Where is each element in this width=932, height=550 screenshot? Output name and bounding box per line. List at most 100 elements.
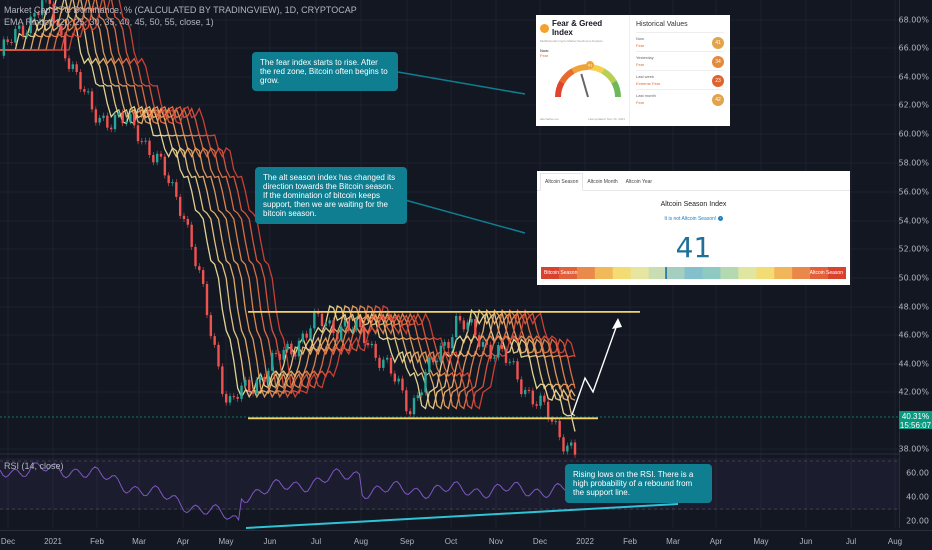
fear-greed-gauge: 41 — [555, 61, 621, 98]
symbol-legend[interactable]: Market Cap BTC Dominance, % (CALCULATED … — [4, 5, 357, 15]
candle-body — [512, 361, 515, 363]
candle-body — [221, 366, 224, 394]
candle-body — [351, 329, 354, 331]
candle-body — [309, 328, 312, 338]
candle-body — [493, 357, 496, 359]
gauge-segment — [555, 80, 565, 98]
candle-body — [171, 182, 174, 184]
fear-greed-panel: Fear & Greed Index Multifactorial Crypto… — [536, 15, 630, 126]
ema-ribbon-line — [0, 0, 576, 410]
scale-segment — [594, 267, 614, 279]
candle-body — [431, 357, 435, 362]
info-icon: i — [717, 216, 723, 222]
time-tick-label: May — [753, 537, 769, 546]
candle-body — [259, 376, 262, 381]
historical-value-row: Last week Extreme Fear 23 — [636, 70, 724, 89]
fear-greed-subtitle: Multifactorial Crypto Market Sentiment A… — [540, 39, 603, 43]
scale-segment — [828, 267, 846, 279]
candle-body — [37, 13, 40, 16]
gauge-segment — [571, 64, 589, 74]
scale-segment — [810, 267, 829, 279]
candle-body — [194, 246, 197, 267]
time-tick-label: 2021 — [44, 537, 62, 546]
time-tick-label: Jun — [263, 537, 277, 546]
candle-body — [136, 125, 140, 142]
candle-body — [385, 357, 389, 360]
candle-body — [159, 153, 163, 157]
altcoin-season-tab[interactable]: Altcoin Season — [540, 173, 584, 191]
candle-body — [29, 16, 32, 34]
rsi-legend[interactable]: RSI (14, close) — [4, 461, 64, 471]
price-tick-label: 60.00% — [898, 129, 929, 139]
rsi-band — [0, 458, 899, 510]
historical-value-sentiment: Extreme Fear — [636, 81, 661, 86]
time-tick-label: Feb — [90, 537, 104, 546]
altcoin-season-tabs: Altcoin Season Altcoin Month Altcoin Year — [537, 171, 850, 191]
time-tick-label: Apr — [709, 537, 723, 546]
candle-body — [550, 418, 554, 422]
historical-value-label: Last month — [636, 93, 656, 98]
scale-segment — [720, 267, 739, 279]
ema-ribbon-legend[interactable]: EMA Ribbon (20, 25, 30, 35, 40, 45, 50, … — [4, 17, 214, 27]
candle-body — [485, 341, 489, 345]
candle-body — [523, 389, 527, 395]
candle-body — [224, 393, 228, 403]
candle-body — [382, 359, 385, 368]
time-tick-label: Aug — [887, 537, 903, 546]
candle-body — [420, 392, 423, 396]
candle-body — [516, 361, 519, 380]
candle-body — [374, 343, 377, 358]
rsi-tick-label: 20.00 — [906, 516, 929, 526]
candle-body — [366, 343, 370, 346]
candle-body — [428, 357, 431, 373]
historical-value-score: 23 — [712, 75, 724, 87]
candle-body — [17, 25, 21, 29]
fear-greed-title: Fear & Greed Index — [540, 19, 625, 37]
scale-segment — [666, 267, 686, 279]
candle-body — [397, 378, 400, 382]
candle-body — [40, 0, 44, 16]
candle-body — [270, 352, 274, 371]
candle-body — [217, 344, 220, 367]
candle-body — [405, 390, 408, 412]
ema-ribbon-line — [0, 0, 576, 410]
candle-body — [25, 33, 29, 37]
altcoin-season-tab[interactable]: Altcoin Month — [587, 179, 618, 185]
price-axis[interactable]: 68.00% 66.00% 64.00% 62.00% 60.00% 58.00% 56.0… — [898, 0, 932, 528]
fear-greed-now-value: Fear — [540, 53, 549, 58]
altcoin-season-scale: Bitcoin Season Altcoin Season — [541, 267, 846, 279]
gauge-value-dot — [586, 61, 594, 69]
ema-ribbon-line — [0, 0, 576, 410]
candle-body — [86, 91, 90, 93]
candle-body — [290, 343, 293, 355]
candle-body — [424, 372, 427, 393]
historical-values-title: Historical Values — [636, 21, 688, 28]
historical-value-row: Yesterday Fear 34 — [636, 51, 724, 70]
candle-body — [393, 373, 397, 382]
candle-body — [175, 182, 178, 197]
altcoin-season-tab[interactable]: Altcoin Year — [625, 179, 653, 185]
fear-greed-footer: alternative.me Last updated: Dec 16, 202… — [540, 117, 625, 121]
candle-body — [458, 316, 462, 321]
candle-body — [232, 396, 236, 398]
candle-body — [470, 319, 473, 323]
candle-body — [148, 140, 151, 155]
candle-body — [90, 91, 94, 110]
candle-body — [313, 311, 316, 329]
candle-body — [416, 395, 420, 399]
candle-body — [255, 380, 259, 394]
candle-body — [332, 320, 335, 334]
candle-body — [236, 396, 239, 399]
candle-body — [6, 39, 9, 43]
candle-body — [198, 266, 201, 271]
candle-body — [2, 39, 6, 56]
candle-body — [244, 379, 247, 386]
altcoin-season-status-text: It is not Altcoin Season! — [664, 216, 717, 222]
time-axis[interactable]: Dec 2021 Feb Mar Apr May Jun Jul Aug Sep Oct Nov Dec… — [0, 530, 932, 550]
time-tick-label: 2022 — [576, 537, 594, 546]
candle-body — [378, 357, 381, 368]
candle-body — [401, 378, 404, 391]
time-tick-label: Sep — [399, 537, 415, 546]
